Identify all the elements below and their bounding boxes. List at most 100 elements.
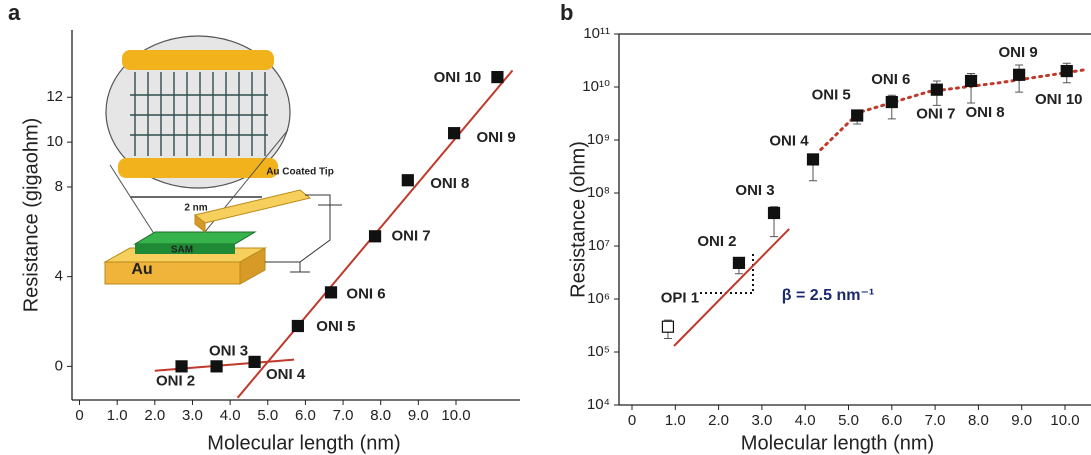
y-tick-label: 0: [55, 357, 63, 374]
point-label: ONI 10: [434, 69, 482, 86]
x-tick-label: 1.0: [107, 407, 128, 424]
inset-lens: [105, 35, 291, 189]
y-tick-label: 10: [46, 133, 63, 150]
x-tick-label: 10.0: [1050, 412, 1079, 429]
circuit-wire: [265, 194, 331, 263]
gold-layer: [122, 50, 274, 70]
point-label: ONI 2: [697, 233, 736, 250]
tip-side: [194, 213, 206, 234]
x-tick-label: 3.0: [182, 407, 203, 424]
point-label: ONI 5: [316, 318, 355, 335]
substrate: [104, 261, 241, 285]
data-point: [248, 355, 261, 368]
x-tick-label: 0: [75, 407, 83, 424]
inset-illustration: Au Coated Tip 2 nm SAM Au: [103, 35, 342, 285]
data-point: [210, 360, 223, 373]
panel-label: a: [8, 0, 21, 25]
substrate-side: [239, 247, 266, 285]
x-tick-label: 7.0: [925, 412, 946, 429]
y-tick-label: 10⁶: [587, 290, 610, 307]
data-point: [401, 174, 414, 187]
data-point: [661, 320, 675, 333]
y-tick-label: 10⁷: [588, 237, 610, 254]
point-label: ONI 3: [735, 182, 774, 199]
tip-top: [193, 189, 312, 224]
data-point: [324, 286, 338, 299]
point-label: ONI 4: [769, 132, 809, 149]
point-label: ONI 9: [477, 129, 516, 146]
y-tick-label: 8: [55, 178, 63, 195]
data-point: [448, 127, 461, 140]
y-tick-label: 10¹⁰: [582, 78, 610, 95]
y-tick-label: 10⁹: [587, 131, 610, 148]
tip-label: Au Coated Tip: [266, 167, 334, 178]
scale-label: 2 nm: [184, 203, 207, 214]
point-label: ONI 6: [346, 285, 385, 302]
data-point: [291, 319, 304, 333]
data-point: [851, 109, 864, 122]
x-tick-label: 9.0: [408, 407, 429, 424]
data-point: [1013, 68, 1026, 81]
point-label: ONI 9: [999, 44, 1038, 61]
x-axis-title: Molecular length (nm): [741, 432, 934, 454]
y-tick-label: 10⁵: [587, 343, 610, 360]
point-label: ONI 10: [1035, 91, 1083, 108]
sam: [135, 244, 235, 254]
data-point: [1060, 64, 1073, 78]
x-tick-label: 8.0: [968, 412, 989, 429]
data-point: [930, 83, 943, 96]
point-label: ONI 7: [391, 227, 430, 244]
point-label: ONI 3: [209, 342, 248, 359]
gold-layer: [118, 158, 278, 178]
point-label: ONI 8: [965, 104, 1004, 121]
data-point: [368, 230, 382, 243]
point-label: ONI 6: [871, 71, 910, 88]
lens-line: [109, 164, 161, 244]
data-point: [175, 360, 188, 373]
y-axis-title: Resistance (ohm): [567, 141, 589, 298]
y-tick-label: 4: [55, 268, 63, 285]
y-tick-label: 12: [46, 88, 63, 105]
x-tick-label: 6.0: [295, 407, 316, 424]
data-point: [885, 95, 898, 109]
y-tick-label: 10⁸: [587, 184, 610, 201]
x-tick-label: 4.0: [220, 407, 241, 424]
fit-line: [819, 68, 1086, 152]
y-tick-label: 10¹¹: [583, 25, 610, 42]
sam-top: [133, 231, 257, 245]
point-label: ONI 4: [266, 366, 306, 383]
x-tick-label: 1.0: [665, 412, 686, 429]
x-tick-label: 10.0: [441, 407, 470, 424]
y-tick-label: 10⁴: [587, 396, 610, 413]
sam-label: SAM: [171, 245, 193, 256]
point-label: OPI 1: [661, 290, 699, 307]
point-label: ONI 5: [812, 86, 851, 103]
data-point: [491, 70, 504, 84]
point-label: ONI 7: [916, 106, 955, 123]
x-tick-label: 4.0: [795, 412, 816, 429]
panel-label: b: [560, 0, 573, 25]
x-tick-label: 7.0: [333, 407, 354, 424]
data-point: [964, 74, 978, 88]
point-label: ONI 8: [430, 175, 469, 192]
point-label: ONI 2: [156, 372, 195, 389]
beta-annotation: β = 2.5 nm⁻¹: [782, 287, 874, 304]
x-tick-label: 5.0: [838, 412, 859, 429]
gold-atoms: [118, 50, 278, 178]
x-tick-label: 2.0: [708, 412, 729, 429]
x-tick-label: 3.0: [751, 412, 772, 429]
x-tick-label: 6.0: [881, 412, 902, 429]
x-tick-label: 0: [628, 412, 636, 429]
molecules: [130, 72, 268, 156]
x-tick-label: 9.0: [1011, 412, 1032, 429]
data-point: [806, 153, 820, 166]
x-axis-title: Molecular length (nm): [207, 432, 400, 454]
ground: [290, 262, 310, 273]
data-point: [767, 206, 781, 220]
x-tick-label: 2.0: [144, 407, 165, 424]
x-tick-label: 8.0: [370, 407, 391, 424]
data-point: [732, 256, 746, 269]
y-axis-title: Resistance (gigaohm): [20, 118, 42, 313]
substrate-label: Au: [131, 261, 152, 278]
